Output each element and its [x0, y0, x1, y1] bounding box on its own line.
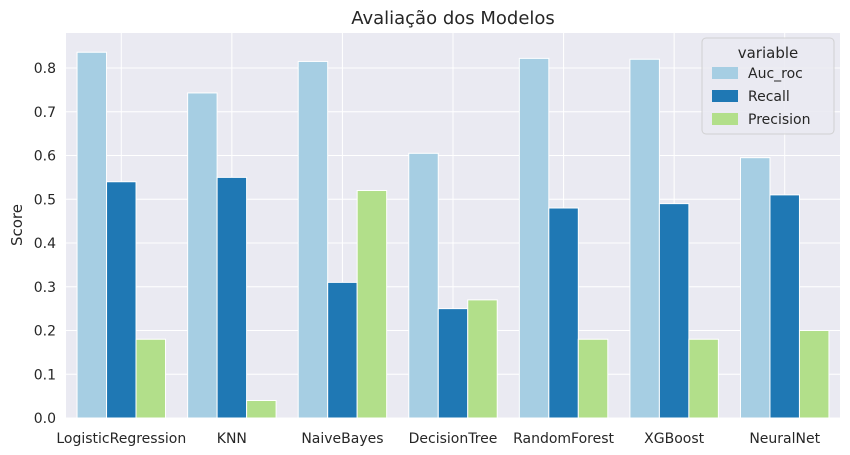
bar-auc_roc-logisticregression	[76, 51, 108, 419]
bar-recall-decisiontree	[437, 308, 469, 419]
x-tick-label: KNN	[217, 431, 247, 447]
bar-precision-randomforest	[577, 338, 609, 419]
x-tick-label: XGBoost	[644, 431, 704, 447]
bar-auc_roc-naivebayes	[297, 60, 329, 419]
chart-title: Avaliação dos Modelos	[351, 8, 555, 29]
bar-recall-xgboost	[658, 203, 690, 419]
y-tick-label: 0.3	[34, 280, 56, 296]
legend-label-auc_roc: Auc_roc	[748, 66, 803, 82]
bar-precision-decisiontree	[467, 299, 498, 419]
bar-precision-logisticregression	[135, 338, 167, 419]
bar-precision-xgboost	[688, 338, 719, 419]
x-tick-label: NaiveBayes	[301, 431, 383, 447]
bar-recall-logisticregression	[106, 181, 137, 419]
bar-precision-knn	[246, 400, 277, 419]
y-tick-label: 0.4	[34, 236, 56, 252]
legend-swatch-recall	[712, 90, 738, 102]
bar-auc_roc-knn	[187, 92, 218, 419]
legend-frame	[701, 37, 835, 135]
y-tick-label: 0.5	[34, 192, 56, 208]
bar-auc_roc-xgboost	[629, 58, 660, 419]
bar-auc_roc-decisiontree	[408, 152, 439, 419]
y-axis-title: Score	[8, 204, 26, 246]
legend-title: variable	[738, 44, 799, 62]
legend: variable Auc_roc Recall Precision	[701, 37, 835, 135]
legend-swatch-precision	[712, 113, 738, 125]
y-tick-label: 0.6	[34, 149, 56, 165]
x-tick-label: LogisticRegression	[56, 431, 186, 447]
bar-recall-knn	[216, 176, 248, 419]
x-tick-label: RandomForest	[513, 431, 614, 447]
bar-recall-naivebayes	[327, 281, 358, 419]
y-tick-label: 0.2	[34, 324, 56, 340]
legend-label-recall: Recall	[748, 89, 790, 105]
y-tick-label: 0.1	[34, 367, 56, 383]
bar-precision-neuralnet	[798, 330, 830, 419]
x-tick-labels: LogisticRegression KNN NaiveBayes DecisionT…	[56, 431, 820, 447]
bar-auc_roc-randomforest	[518, 57, 550, 419]
x-tick-label: DecisionTree	[409, 431, 498, 447]
bar-auc_roc-neuralnet	[739, 157, 771, 419]
bars-group	[76, 51, 830, 419]
x-tick-label: NeuralNet	[749, 431, 820, 447]
y-tick-label: 0.8	[34, 61, 56, 77]
y-tick-labels: 0.0 0.1 0.2 0.3 0.4 0.5 0.6 0.7 0.8	[34, 61, 56, 427]
bar-precision-naivebayes	[356, 190, 388, 419]
y-tick-label: 0.7	[34, 105, 56, 121]
legend-label-precision: Precision	[748, 112, 810, 128]
y-tick-label: 0.0	[34, 411, 56, 427]
legend-swatch-auc_roc	[712, 67, 738, 79]
bar-recall-neuralnet	[769, 194, 800, 419]
bar-recall-randomforest	[548, 207, 579, 419]
